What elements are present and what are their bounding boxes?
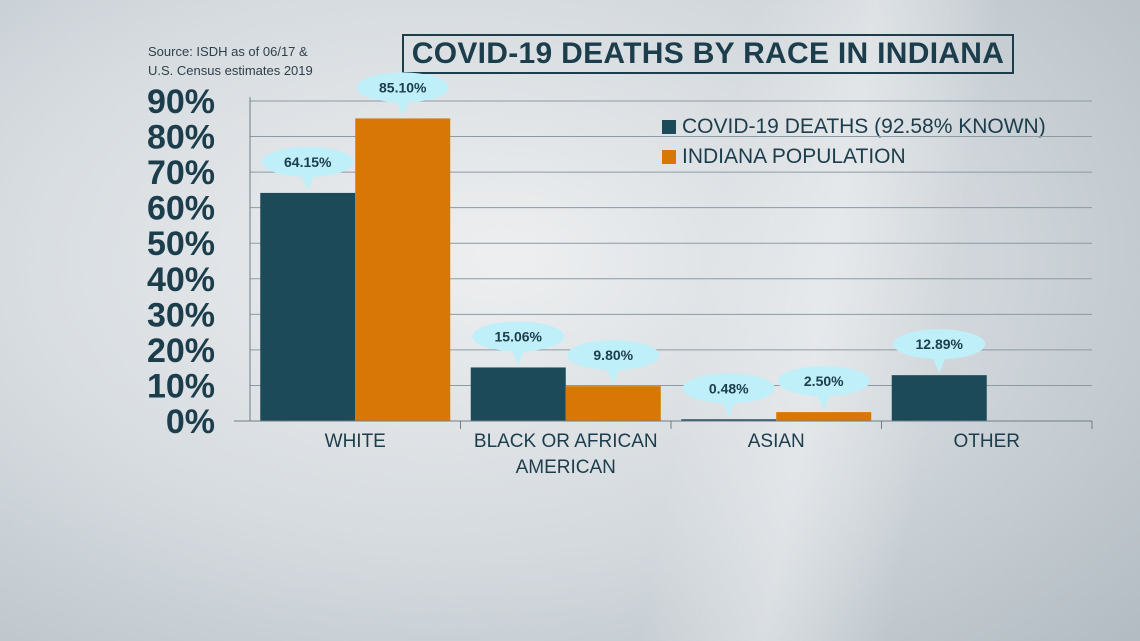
callout-pointer [606, 367, 621, 385]
y-tick-label: 50% [147, 225, 215, 263]
data-label: 85.10% [379, 79, 427, 95]
callout-pointer [511, 348, 526, 366]
bar-indiana-population [355, 118, 451, 421]
data-labels: 64.15% 85.10% 15.06% 9.80% 0.48% 2.50% 12.89% [261, 72, 986, 418]
bar-covid-deaths [891, 375, 987, 421]
callout-bubble [472, 321, 565, 352]
legend: COVID-19 DEATHS (92.58% KNOWN) INDIANA P… [662, 112, 1046, 172]
callout-pointer [721, 400, 736, 418]
x-tick-label: WHITE [325, 431, 386, 452]
y-tick-label: 40% [147, 261, 215, 299]
y-tick-label: 90% [147, 83, 215, 121]
source-note: Source: ISDH as of 06/17 & U.S. Census e… [148, 42, 313, 80]
data-label-callout: 2.50% [777, 366, 870, 411]
callout-bubble [356, 72, 449, 103]
legend-swatch-deaths [662, 120, 676, 134]
callout-pointer [300, 173, 315, 191]
x-tick-label: AMERICAN [516, 457, 616, 478]
callout-bubble [567, 340, 660, 371]
data-label: 2.50% [804, 373, 844, 389]
callout-pointer [816, 393, 831, 411]
chart-title: COVID-19 DEATHS BY RACE IN INDIANA [402, 34, 1014, 74]
data-label: 64.15% [284, 154, 332, 170]
data-label: 15.06% [495, 328, 543, 344]
bar-indiana-population [565, 386, 661, 421]
callout-pointer [395, 99, 410, 117]
callout-bubble [682, 373, 775, 404]
x-tick-label: BLACK OR AFRICAN [474, 431, 658, 452]
data-label-callout: 64.15% [261, 146, 354, 191]
y-tick-label: 70% [147, 154, 215, 192]
legend-swatch-population [662, 150, 676, 164]
callout-bubble [261, 146, 354, 177]
x-axis: WHITE BLACK OR AFRICAN AMERICAN ASIAN OTHER [234, 420, 1093, 478]
y-tick-label: 20% [147, 332, 215, 370]
x-tick-label: OTHER [954, 431, 1021, 452]
legend-label-population: INDIANA POPULATION [682, 145, 906, 168]
y-tick-label: 30% [147, 296, 215, 334]
y-tick-label: 80% [147, 119, 215, 157]
source-line-2: U.S. Census estimates 2019 [148, 63, 313, 78]
y-axis: 0%10%20%30%40%50%60%70%80%90% [147, 83, 251, 441]
data-label-callout: 12.89% [893, 329, 986, 374]
data-label-callout: 0.48% [682, 373, 775, 418]
data-label: 12.89% [916, 336, 964, 352]
x-tick-label: ASIAN [748, 431, 805, 452]
legend-label-deaths: COVID-19 DEATHS (92.58% KNOWN) [682, 115, 1046, 138]
data-label-callout: 9.80% [567, 340, 660, 385]
y-tick-label: 10% [147, 367, 215, 405]
data-label-callout: 85.10% [356, 72, 449, 117]
bar-indiana-population [776, 412, 872, 421]
callout-bubble [777, 366, 870, 397]
y-tick-label: 0% [166, 403, 215, 441]
y-tick-label: 60% [147, 190, 215, 228]
source-line-1: Source: ISDH as of 06/17 & [148, 44, 308, 59]
bar-covid-deaths [260, 192, 356, 421]
bar-covid-deaths [470, 367, 566, 421]
legend-item-deaths: COVID-19 DEATHS (92.58% KNOWN) [662, 112, 1046, 142]
data-label: 9.80% [593, 347, 633, 363]
callout-pointer [932, 356, 947, 374]
callout-bubble [893, 329, 986, 360]
legend-item-population: INDIANA POPULATION [662, 142, 1046, 172]
bars [260, 118, 987, 421]
bar-covid-deaths [681, 419, 777, 421]
data-label: 0.48% [709, 380, 749, 396]
data-label-callout: 15.06% [472, 321, 565, 366]
